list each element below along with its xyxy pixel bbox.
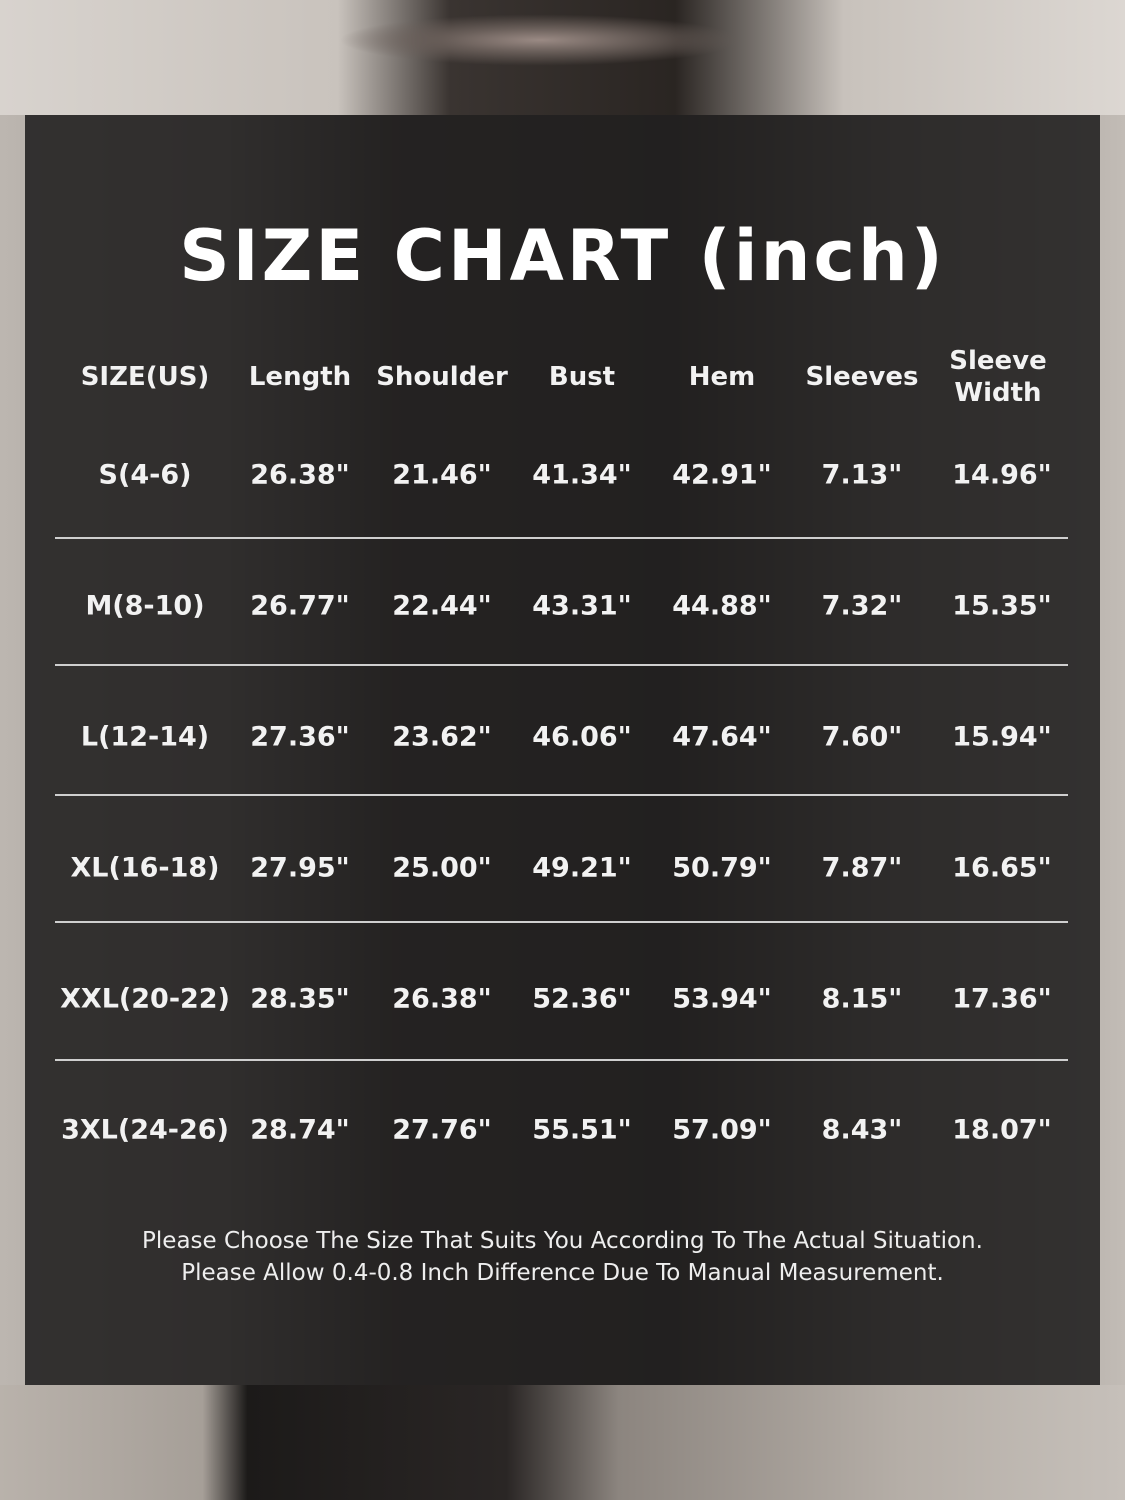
measurement-cell: 16.65" bbox=[952, 852, 1052, 884]
measurement-cell: 7.32" bbox=[821, 590, 903, 622]
measurement-cell: 27.95" bbox=[250, 852, 350, 884]
row-divider bbox=[55, 794, 1068, 796]
measurement-cell: 50.79" bbox=[672, 852, 772, 884]
measurement-cell: 46.06" bbox=[532, 721, 632, 753]
row-divider bbox=[55, 664, 1068, 666]
measurement-cell: 49.21" bbox=[532, 852, 632, 884]
size-label: XXL(20-22) bbox=[60, 983, 230, 1015]
measurement-cell: 7.13" bbox=[821, 459, 903, 491]
row-divider bbox=[55, 921, 1068, 923]
measurement-cell: 41.34" bbox=[532, 459, 632, 491]
measurement-cell: 8.43" bbox=[821, 1114, 903, 1146]
background-photo-top bbox=[0, 0, 1125, 115]
note-line-1: Please Choose The Size That Suits You Ac… bbox=[142, 1228, 983, 1254]
size-label: L(12-14) bbox=[80, 721, 210, 753]
size-label: M(8-10) bbox=[85, 590, 205, 622]
column-header: Sleeve Width bbox=[949, 346, 1047, 408]
measurement-cell: 44.88" bbox=[672, 590, 772, 622]
row-divider bbox=[55, 537, 1068, 539]
column-header: Hem bbox=[688, 362, 756, 392]
measurement-cell: 55.51" bbox=[532, 1114, 632, 1146]
note-line-2: Please Allow 0.4-0.8 Inch Difference Due… bbox=[181, 1260, 944, 1286]
column-header: Bust bbox=[548, 362, 616, 392]
measurement-cell: 52.36" bbox=[532, 983, 632, 1015]
measurement-cell: 28.35" bbox=[250, 983, 350, 1015]
measurement-cell: 26.77" bbox=[250, 590, 350, 622]
size-label: S(4-6) bbox=[98, 459, 192, 491]
row-divider bbox=[55, 1059, 1068, 1061]
measurement-cell: 47.64" bbox=[672, 721, 772, 753]
measurement-cell: 17.36" bbox=[952, 983, 1052, 1015]
measurement-cell: 21.46" bbox=[392, 459, 492, 491]
measurement-cell: 15.35" bbox=[952, 590, 1052, 622]
column-header: Length bbox=[248, 362, 352, 392]
measurement-cell: 27.76" bbox=[392, 1114, 492, 1146]
measurement-cell: 26.38" bbox=[250, 459, 350, 491]
size-chart-panel bbox=[25, 115, 1100, 1385]
column-header: SIZE(US) bbox=[80, 362, 210, 392]
measurement-cell: 8.15" bbox=[821, 983, 903, 1015]
measurement-cell: 14.96" bbox=[952, 459, 1052, 491]
measurement-cell: 23.62" bbox=[392, 721, 492, 753]
column-header: Sleeves bbox=[805, 362, 919, 392]
chart-title: SIZE CHART (inch) bbox=[179, 215, 946, 297]
measurement-cell: 43.31" bbox=[532, 590, 632, 622]
measurement-cell: 27.36" bbox=[250, 721, 350, 753]
measurement-cell: 28.74" bbox=[250, 1114, 350, 1146]
column-header: Shoulder bbox=[376, 362, 508, 392]
measurement-cell: 18.07" bbox=[952, 1114, 1052, 1146]
measurement-cell: 22.44" bbox=[392, 590, 492, 622]
measurement-cell: 15.94" bbox=[952, 721, 1052, 753]
measurement-cell: 42.91" bbox=[672, 459, 772, 491]
measurement-cell: 7.60" bbox=[821, 721, 903, 753]
measurement-cell: 26.38" bbox=[392, 983, 492, 1015]
measurement-cell: 25.00" bbox=[392, 852, 492, 884]
measurement-cell: 7.87" bbox=[821, 852, 903, 884]
measurement-cell: 57.09" bbox=[672, 1114, 772, 1146]
size-label: XL(16-18) bbox=[70, 852, 220, 884]
measurement-cell: 53.94" bbox=[672, 983, 772, 1015]
background-photo-bottom bbox=[0, 1385, 1125, 1500]
size-label: 3XL(24-26) bbox=[61, 1114, 229, 1146]
